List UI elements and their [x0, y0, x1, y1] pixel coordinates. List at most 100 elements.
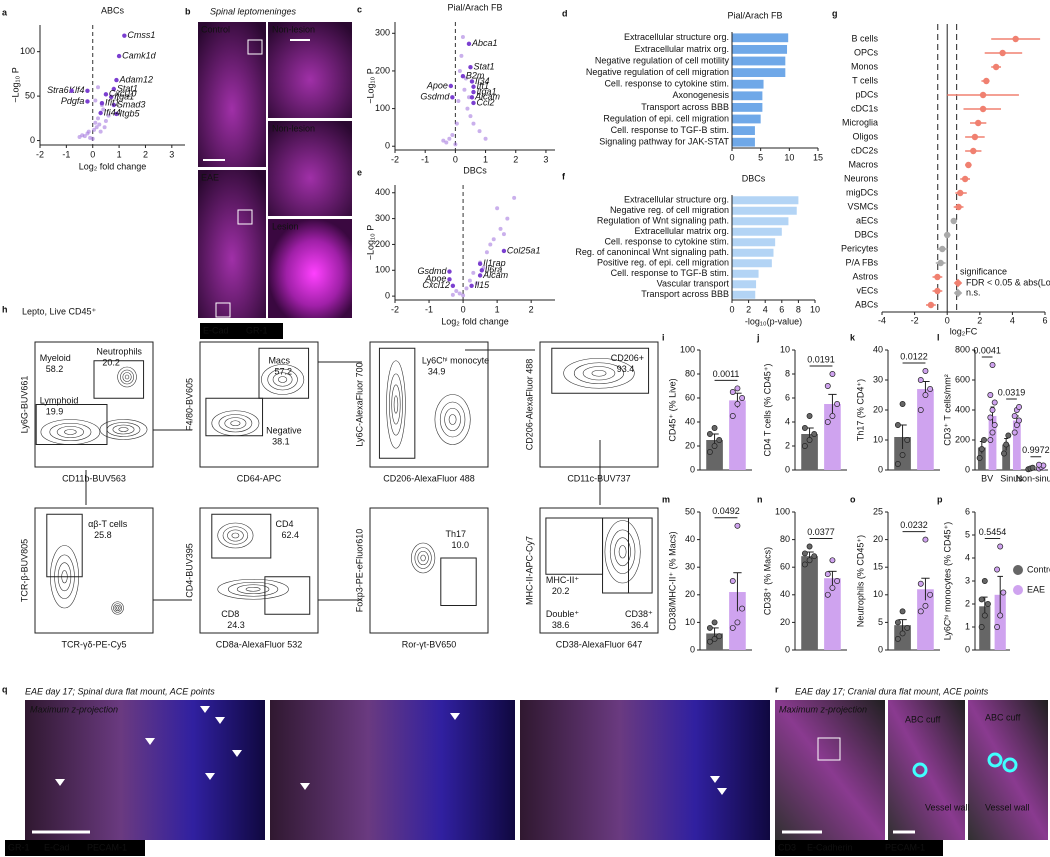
estimate: [974, 119, 982, 127]
dot: [927, 591, 934, 598]
category-label: Pericytes: [841, 243, 879, 253]
image-label: Maximum z-projection: [30, 704, 118, 714]
p-value: 0.5454: [979, 527, 1007, 537]
image-label: Non-lesion: [272, 123, 315, 133]
bar: [732, 290, 756, 299]
p-value: 0.9972: [1022, 445, 1050, 455]
gate-name: CD4: [276, 519, 294, 529]
x-tick-label: -1: [421, 154, 429, 164]
y-tick-label: 800: [955, 344, 970, 354]
dot: [989, 429, 996, 436]
y-tick-label: 5: [878, 617, 883, 627]
channel-label: E-Cad: [44, 842, 70, 852]
contour: [218, 414, 253, 433]
contour: [618, 545, 627, 559]
point: [459, 53, 464, 58]
x-tick-label: 0: [90, 149, 95, 159]
contour: [386, 360, 406, 449]
category-label: Regulation of epi. cell migration: [603, 113, 729, 123]
gate-name: Ly6Cʰⁱ monocyte: [422, 355, 489, 365]
category-label: Cell. response to TGF-B stim.: [611, 125, 729, 135]
category-label: aECs: [856, 215, 879, 225]
y-tick-label: 0: [30, 135, 35, 145]
gate: [258, 347, 310, 399]
category-label: Sinus: [1000, 473, 1023, 483]
dot: [711, 619, 718, 626]
bar: [732, 68, 786, 78]
point: [466, 95, 471, 100]
bar: [732, 206, 797, 215]
image-label: Lesion: [272, 221, 299, 231]
bar: [732, 114, 761, 124]
gate: [211, 513, 272, 559]
dot: [994, 566, 1001, 573]
panel-letter: i: [662, 332, 665, 342]
x-tick-label: -2: [36, 149, 44, 159]
gene-point: [85, 88, 90, 93]
dot: [984, 601, 991, 607]
contour: [231, 532, 240, 539]
y-tick-label: 0: [965, 464, 970, 474]
bar: [917, 589, 934, 650]
gene-point: [108, 94, 114, 100]
gene-point: [85, 99, 90, 104]
gate-value: 38.1: [272, 436, 290, 446]
y-tick-label: 40: [780, 589, 790, 599]
gate-value: 58.2: [46, 364, 64, 374]
category-label: Cell. response to cytokine stim.: [604, 237, 729, 247]
y-tick-label: 40: [685, 534, 695, 544]
y-tick-label: 0: [690, 464, 695, 474]
x-axis-label: TCR-γδ-PE-Cy5: [61, 639, 126, 649]
panel-title: Pial/Arach FB: [447, 2, 502, 12]
y-tick-label: 0: [785, 464, 790, 474]
y-tick-label: 20: [685, 440, 695, 450]
contour: [417, 550, 429, 566]
gene-label: Apoe: [424, 274, 446, 284]
gene-point: [447, 277, 452, 282]
panel-letter: l: [937, 332, 940, 342]
dot: [801, 550, 808, 557]
gene-point: [469, 79, 475, 84]
roi-box: [237, 209, 253, 225]
dot: [1005, 432, 1012, 439]
point: [512, 195, 517, 200]
bar: [801, 434, 818, 470]
y-tick-label: 30: [873, 374, 883, 384]
bar: [732, 238, 776, 247]
point: [495, 206, 500, 211]
x-axis-label: log₂FC: [950, 326, 978, 336]
gate: [545, 517, 604, 575]
point: [97, 122, 102, 127]
category-label: Reg. of canonincal Wnt signaling path.: [575, 247, 729, 257]
y-tick-label: 0: [878, 464, 883, 474]
gene-label: Ifi44: [104, 107, 121, 117]
contour: [444, 407, 461, 432]
category-label: Neurons: [844, 173, 879, 183]
contour: [591, 369, 607, 377]
gene-point: [477, 273, 483, 278]
panel-letter: m: [662, 494, 670, 504]
point: [462, 87, 467, 92]
contour: [111, 601, 124, 615]
category-label: Negative regulation of cell motility: [595, 55, 730, 65]
y-tick-label: 300: [375, 28, 390, 38]
category-label: Transport across BBB: [641, 102, 729, 112]
category-label: Oligos: [852, 131, 878, 141]
dot: [1001, 450, 1007, 457]
gene-label: Gsdmd: [420, 92, 450, 102]
dot: [734, 385, 741, 392]
point: [491, 237, 496, 242]
bar: [732, 79, 764, 89]
contour: [112, 424, 135, 435]
dot: [829, 584, 836, 591]
category-label: BV: [981, 473, 993, 483]
y-tick-label: 100: [375, 265, 390, 275]
contour: [278, 376, 288, 383]
x-tick-label: 0: [945, 315, 950, 325]
dot: [711, 425, 718, 431]
point: [447, 136, 452, 141]
dot: [834, 401, 841, 407]
estimate: [971, 133, 979, 141]
dot: [716, 437, 723, 443]
y-tick-label: 10: [873, 589, 883, 599]
